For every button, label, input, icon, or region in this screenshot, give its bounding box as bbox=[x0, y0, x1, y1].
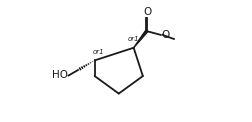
Text: or1: or1 bbox=[127, 36, 139, 42]
Text: O: O bbox=[161, 30, 169, 40]
Polygon shape bbox=[134, 30, 148, 48]
Text: HO: HO bbox=[52, 71, 68, 81]
Text: or1: or1 bbox=[92, 49, 104, 55]
Text: O: O bbox=[143, 7, 151, 17]
